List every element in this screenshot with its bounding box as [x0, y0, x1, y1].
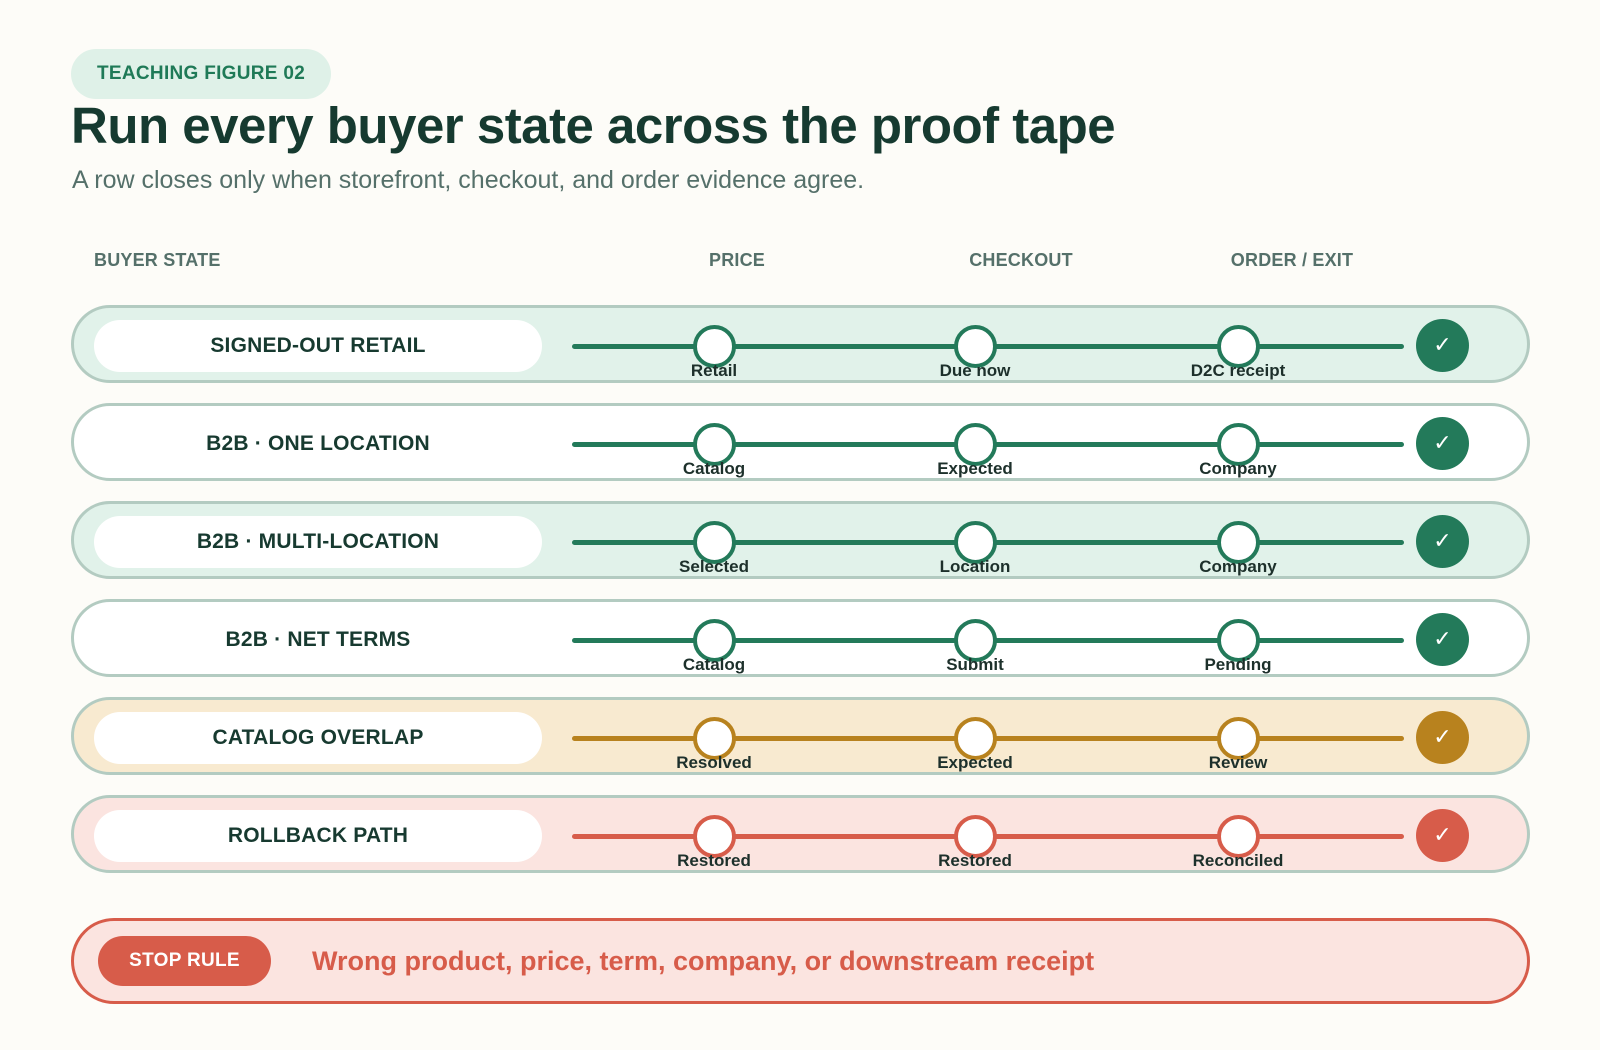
proof-node-checkout	[954, 619, 997, 662]
proof-node-label-order-exit: Review	[1208, 753, 1268, 772]
proof-node-label-checkout: Submit	[946, 655, 1004, 674]
proof-node-label-price: Retail	[690, 361, 738, 380]
proof-node-label-price: Catalog	[682, 459, 746, 478]
proof-node-label-order-exit: Company	[1199, 557, 1277, 576]
proof-node-order-exit	[1217, 521, 1260, 564]
proof-node-order-exit	[1217, 815, 1260, 858]
check-icon: ✓	[1416, 711, 1469, 764]
buyer-state-label: CATALOG OVERLAP	[94, 712, 542, 764]
buyer-state-label: B2B · ONE LOCATION	[94, 418, 542, 470]
proof-node-label-order-exit: Reconciled	[1192, 851, 1284, 870]
column-header-buyer-state: BUYER STATE	[94, 250, 221, 270]
proof-node-price	[693, 815, 736, 858]
proof-node-label-price: Catalog	[682, 655, 746, 674]
proof-node-order-exit	[1217, 619, 1260, 662]
buyer-state-row: ROLLBACK PATH Restored Restored Reconciled ✓	[71, 795, 1530, 873]
buyer-state-label: B2B · NET TERMS	[94, 614, 542, 666]
buyer-state-row: B2B · NET TERMS Catalog Submit Pending ✓	[71, 599, 1530, 677]
check-icon: ✓	[1416, 809, 1469, 862]
buyer-state-row: B2B · ONE LOCATION Catalog Expected Company…	[71, 403, 1530, 481]
stop-rule-badge: STOP RULE	[98, 936, 271, 986]
buyer-state-row: B2B · MULTI-LOCATION Selected Location Comp…	[71, 501, 1530, 579]
buyer-state-row: CATALOG OVERLAP Resolved Expected Review ✓	[71, 697, 1530, 775]
buyer-state-label: ROLLBACK PATH	[94, 810, 542, 862]
buyer-state-label: B2B · MULTI-LOCATION	[94, 516, 542, 568]
proof-node-checkout	[954, 717, 997, 760]
proof-node-price	[693, 325, 736, 368]
proof-node-price	[693, 717, 736, 760]
proof-node-label-checkout: Expected	[937, 753, 1013, 772]
proof-node-price	[693, 521, 736, 564]
proof-node-price	[693, 619, 736, 662]
proof-node-label-checkout: Expected	[937, 459, 1013, 478]
check-icon: ✓	[1416, 417, 1469, 470]
check-icon: ✓	[1416, 515, 1469, 568]
page-subtitle: A row closes only when storefront, check…	[72, 166, 865, 194]
proof-node-label-order-exit: D2C receipt	[1190, 361, 1286, 380]
proof-node-checkout	[954, 521, 997, 564]
proof-node-label-order-exit: Company	[1199, 459, 1277, 478]
proof-node-checkout	[954, 325, 997, 368]
proof-node-checkout	[954, 423, 997, 466]
proof-node-label-price: Resolved	[676, 753, 752, 772]
proof-node-label-price: Selected	[679, 557, 749, 576]
buyer-state-label: SIGNED-OUT RETAIL	[94, 320, 542, 372]
column-header-price: PRICE	[708, 250, 766, 270]
check-icon: ✓	[1416, 613, 1469, 666]
check-icon: ✓	[1416, 319, 1469, 372]
stop-rule-text: Wrong product, price, term, company, or …	[312, 946, 1095, 976]
proof-node-checkout	[954, 815, 997, 858]
page-title: Run every buyer state across the proof t…	[71, 97, 1116, 154]
proof-node-order-exit	[1217, 423, 1260, 466]
proof-node-label-checkout: Due now	[939, 361, 1011, 380]
proof-node-order-exit	[1217, 717, 1260, 760]
column-header-checkout: CHECKOUT	[969, 250, 1073, 270]
teaching-figure-badge: TEACHING FIGURE 02	[71, 49, 332, 99]
stop-rule-bar: STOP RULE Wrong product, price, term, co…	[71, 918, 1530, 1004]
buyer-state-row: SIGNED-OUT RETAIL Retail Due now D2C receip…	[71, 305, 1530, 383]
column-header-order-exit: ORDER / EXIT	[1230, 250, 1354, 270]
proof-node-label-checkout: Restored	[938, 851, 1012, 870]
proof-node-order-exit	[1217, 325, 1260, 368]
proof-node-label-checkout: Location	[939, 557, 1011, 576]
proof-node-label-order-exit: Pending	[1204, 655, 1272, 674]
proof-node-price	[693, 423, 736, 466]
proof-node-label-price: Restored	[677, 851, 751, 870]
